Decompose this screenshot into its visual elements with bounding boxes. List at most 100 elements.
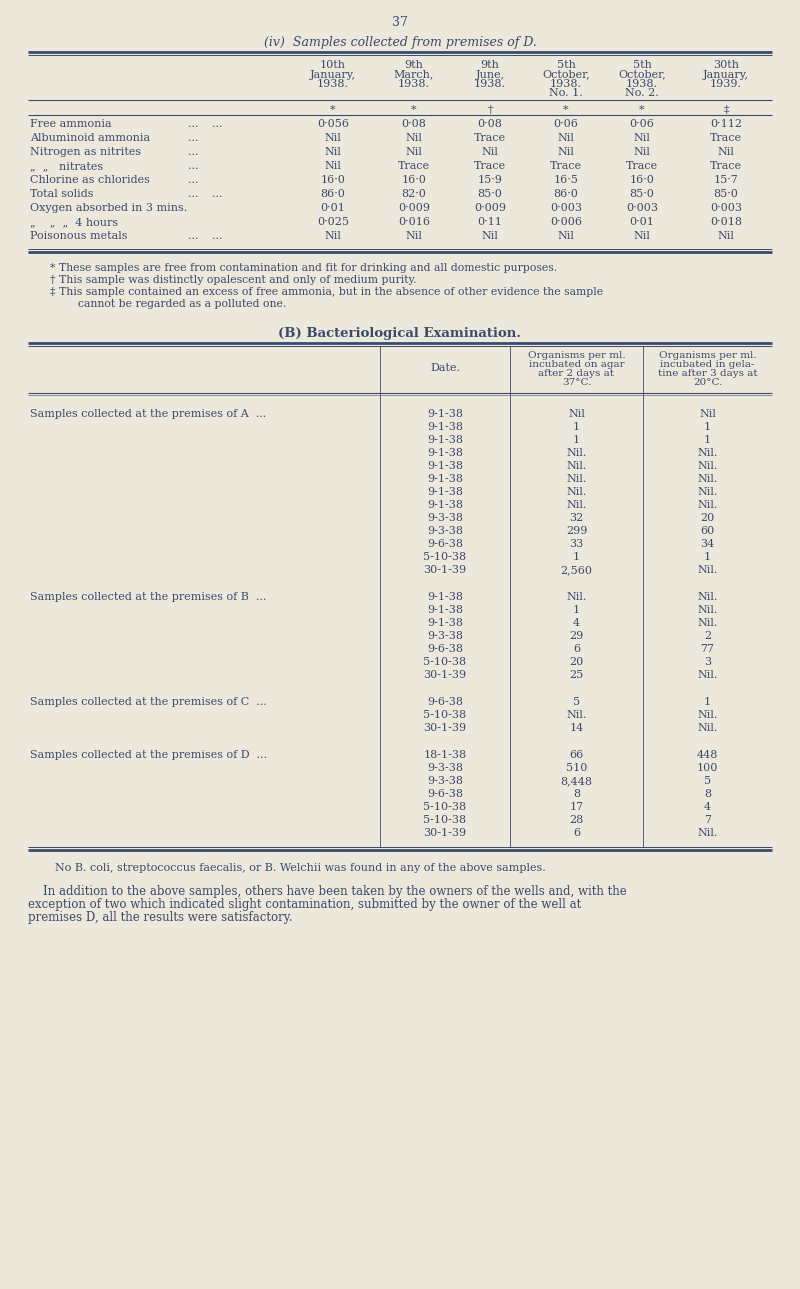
Text: 5: 5 xyxy=(704,776,711,786)
Text: 9-3-38: 9-3-38 xyxy=(427,776,463,786)
Text: *: * xyxy=(411,104,417,115)
Text: Nil: Nil xyxy=(718,147,734,157)
Text: 29: 29 xyxy=(570,632,584,641)
Text: Nil.: Nil. xyxy=(698,474,718,483)
Text: 9-3-38: 9-3-38 xyxy=(427,763,463,773)
Text: 448: 448 xyxy=(697,750,718,761)
Text: 33: 33 xyxy=(570,539,584,549)
Text: 9-1-38: 9-1-38 xyxy=(427,434,463,445)
Text: 9-3-38: 9-3-38 xyxy=(427,513,463,523)
Text: 0·006: 0·006 xyxy=(550,217,582,227)
Text: Nil: Nil xyxy=(634,133,650,143)
Text: Nil: Nil xyxy=(558,147,574,157)
Text: 5-10-38: 5-10-38 xyxy=(423,657,466,666)
Text: 25: 25 xyxy=(570,670,584,681)
Text: † This sample was distinctly opalescent and only of medium purity.: † This sample was distinctly opalescent … xyxy=(50,275,417,285)
Text: 9-1-38: 9-1-38 xyxy=(427,449,463,458)
Text: 0·003: 0·003 xyxy=(550,202,582,213)
Text: 0·009: 0·009 xyxy=(474,202,506,213)
Text: 9-1-38: 9-1-38 xyxy=(427,617,463,628)
Text: Nil: Nil xyxy=(634,231,650,241)
Text: 0·016: 0·016 xyxy=(398,217,430,227)
Text: Trace: Trace xyxy=(710,133,742,143)
Text: 16·0: 16·0 xyxy=(402,175,426,186)
Text: January,: January, xyxy=(703,70,749,80)
Text: after 2 days at: after 2 days at xyxy=(538,369,614,378)
Text: Nil: Nil xyxy=(634,147,650,157)
Text: 1938.: 1938. xyxy=(626,79,658,89)
Text: Nil: Nil xyxy=(558,133,574,143)
Text: 1: 1 xyxy=(573,552,580,562)
Text: 1: 1 xyxy=(704,697,711,706)
Text: No. 1.: No. 1. xyxy=(549,89,583,98)
Text: cannot be regarded as a polluted one.: cannot be regarded as a polluted one. xyxy=(50,299,286,309)
Text: 8: 8 xyxy=(573,789,580,799)
Text: 9-1-38: 9-1-38 xyxy=(427,422,463,432)
Text: 0·056: 0·056 xyxy=(317,119,349,129)
Text: 1938.: 1938. xyxy=(317,79,349,89)
Text: 9-1-38: 9-1-38 xyxy=(427,487,463,498)
Text: 0·01: 0·01 xyxy=(321,202,346,213)
Text: *: * xyxy=(330,104,336,115)
Text: Nil.: Nil. xyxy=(566,449,586,458)
Text: 4: 4 xyxy=(573,617,580,628)
Text: 5-10-38: 5-10-38 xyxy=(423,710,466,721)
Text: 5: 5 xyxy=(573,697,580,706)
Text: 510: 510 xyxy=(566,763,587,773)
Text: Nil: Nil xyxy=(482,147,498,157)
Text: ...: ... xyxy=(212,119,222,129)
Text: Chlorine as chlorides: Chlorine as chlorides xyxy=(30,175,150,186)
Text: incubated in gela-: incubated in gela- xyxy=(660,360,754,369)
Text: premises D, all the results were satisfactory.: premises D, all the results were satisfa… xyxy=(28,911,293,924)
Text: 16·5: 16·5 xyxy=(554,175,578,186)
Text: Nil: Nil xyxy=(406,147,422,157)
Text: Nil: Nil xyxy=(325,133,342,143)
Text: January,: January, xyxy=(310,70,356,80)
Text: 16·0: 16·0 xyxy=(630,175,654,186)
Text: Samples collected at the premises of D  ...: Samples collected at the premises of D .… xyxy=(30,750,267,761)
Text: 30-1-39: 30-1-39 xyxy=(423,565,466,575)
Text: tine after 3 days at: tine after 3 days at xyxy=(658,369,758,378)
Text: 0·01: 0·01 xyxy=(630,217,654,227)
Text: 7: 7 xyxy=(704,815,711,825)
Text: 9th: 9th xyxy=(481,61,499,70)
Text: 8: 8 xyxy=(704,789,711,799)
Text: Samples collected at the premises of C  ...: Samples collected at the premises of C .… xyxy=(30,697,266,706)
Text: 15·7: 15·7 xyxy=(714,175,738,186)
Text: ‡ This sample contained an excess of free ammonia, but in the absence of other e: ‡ This sample contained an excess of fre… xyxy=(50,287,603,296)
Text: „    „  „  4 hours: „ „ „ 4 hours xyxy=(30,217,118,227)
Text: 0·08: 0·08 xyxy=(402,119,426,129)
Text: 9-6-38: 9-6-38 xyxy=(427,697,463,706)
Text: Nil.: Nil. xyxy=(698,592,718,602)
Text: * These samples are free from contamination and fit for drinking and all domesti: * These samples are free from contaminat… xyxy=(50,263,557,273)
Text: 1: 1 xyxy=(573,434,580,445)
Text: Date.: Date. xyxy=(430,363,460,373)
Text: 66: 66 xyxy=(570,750,584,761)
Text: 85·0: 85·0 xyxy=(478,189,502,199)
Text: 9-1-38: 9-1-38 xyxy=(427,409,463,419)
Text: Samples collected at the premises of A  ...: Samples collected at the premises of A .… xyxy=(30,409,266,419)
Text: 9-6-38: 9-6-38 xyxy=(427,644,463,654)
Text: 1: 1 xyxy=(573,422,580,432)
Text: 100: 100 xyxy=(697,763,718,773)
Text: ...: ... xyxy=(188,133,198,143)
Text: 5-10-38: 5-10-38 xyxy=(423,802,466,812)
Text: 9-1-38: 9-1-38 xyxy=(427,474,463,483)
Text: 86·0: 86·0 xyxy=(321,189,346,199)
Text: 0·003: 0·003 xyxy=(626,202,658,213)
Text: 1: 1 xyxy=(704,552,711,562)
Text: ...: ... xyxy=(212,189,222,199)
Text: Nil: Nil xyxy=(699,409,716,419)
Text: October,: October, xyxy=(542,70,590,80)
Text: 37: 37 xyxy=(392,15,408,28)
Text: Poisonous metals: Poisonous metals xyxy=(30,231,127,241)
Text: 0·112: 0·112 xyxy=(710,119,742,129)
Text: „  „   nitrates: „ „ nitrates xyxy=(30,161,103,171)
Text: 14: 14 xyxy=(570,723,584,733)
Text: Nil: Nil xyxy=(558,231,574,241)
Text: ...: ... xyxy=(188,189,198,199)
Text: 20: 20 xyxy=(570,657,584,666)
Text: Free ammonia: Free ammonia xyxy=(30,119,112,129)
Text: 1: 1 xyxy=(704,434,711,445)
Text: 60: 60 xyxy=(700,526,714,536)
